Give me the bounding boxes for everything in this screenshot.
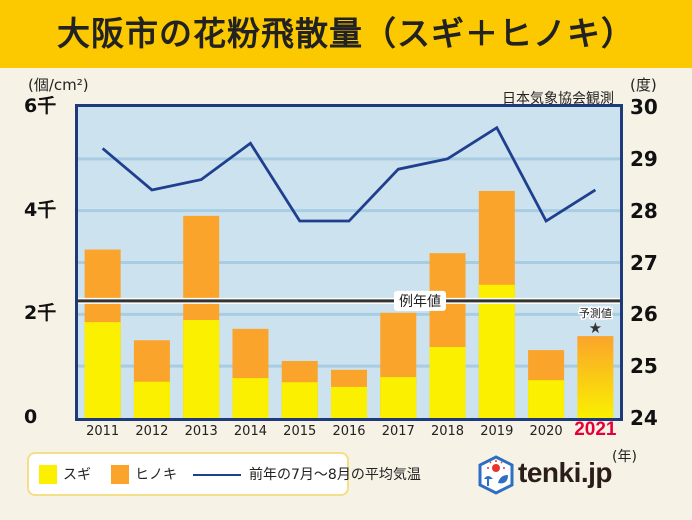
tenki-logo: tenki.jp [478,455,613,497]
x-axis-tick-label: 2014 [233,424,267,439]
x-axis-unit: (年) [612,449,637,465]
legend-label-sugi: スギ [63,467,91,483]
left-axis-tick-label: 2千 [24,302,57,325]
x-axis-tick-label: 2013 [184,424,218,439]
left-axis-unit: (個/cm²) [28,76,89,94]
chart-title: 大阪市の花粉飛散量（スギ＋ヒノキ） [57,14,635,53]
reference-label-bg [394,290,446,311]
x-axis-tick-label: 2021 [574,419,617,440]
bar-sugi-2019 [478,284,515,418]
right-axis-tick-label: 30 [630,95,658,119]
left-axis-tick-label: 4千 [24,198,57,221]
bar-sugi-2013 [183,320,220,418]
bar-sugi-2011 [84,322,121,418]
bar-sugi-2012 [133,381,170,418]
right-axis-tick-label: 26 [630,302,658,327]
legend-label-temperature: 前年の7月～8月の平均気温 [249,467,421,483]
x-axis-tick-label: 2016 [332,424,366,439]
legend-label-hinoki: ヒノキ [135,467,177,483]
logo-text: tenki.jp [518,457,613,488]
right-axis-tick-label: 27 [630,250,658,275]
right-axis-tick-label: 28 [630,198,658,223]
bar-sugi-2020 [528,380,565,418]
right-axis-unit: (度) [630,76,657,94]
legend: スギ ヒノキ 前年の7月～8月の平均気温 [27,452,421,496]
bar-forecast-2021 [577,336,614,418]
source-note: 日本気象協会観測 [502,91,614,107]
left-axis-tick-label: 0 [24,406,38,428]
plot-border [75,104,623,421]
x-axis-tick-label: 2018 [430,424,465,439]
tenki-cube-icon [478,455,514,495]
forecast-star-icon: ★ [589,319,602,337]
forecast-label: 予測値 [579,306,612,320]
right-axis-tick-label: 29 [630,146,658,171]
legend-line-temperature [193,474,241,476]
bar-sugi-2014 [232,378,269,418]
legend-swatch-hinoki [111,465,129,484]
bar-sugi-2015 [281,382,318,418]
right-axis-tick-label: 24 [630,406,658,430]
reference-label: 例年値 [399,294,441,310]
x-axis-tick-label: 2011 [86,424,120,439]
bar-sugi-2017 [380,377,417,418]
left-axis-tick-label: 6千 [24,95,57,117]
right-axis-tick-label: 25 [630,354,658,379]
x-axis-tick-label: 2020 [529,424,563,439]
title-bar [0,0,692,68]
x-axis-tick-label: 2012 [135,424,169,439]
x-axis-tick-label: 2015 [283,424,317,439]
bar-sugi-2018 [429,346,466,418]
x-axis-tick-label: 2017 [381,424,415,439]
bar-sugi-2016 [331,386,367,418]
x-axis-tick-label: 2019 [480,424,514,439]
legend-swatch-sugi [39,465,57,484]
